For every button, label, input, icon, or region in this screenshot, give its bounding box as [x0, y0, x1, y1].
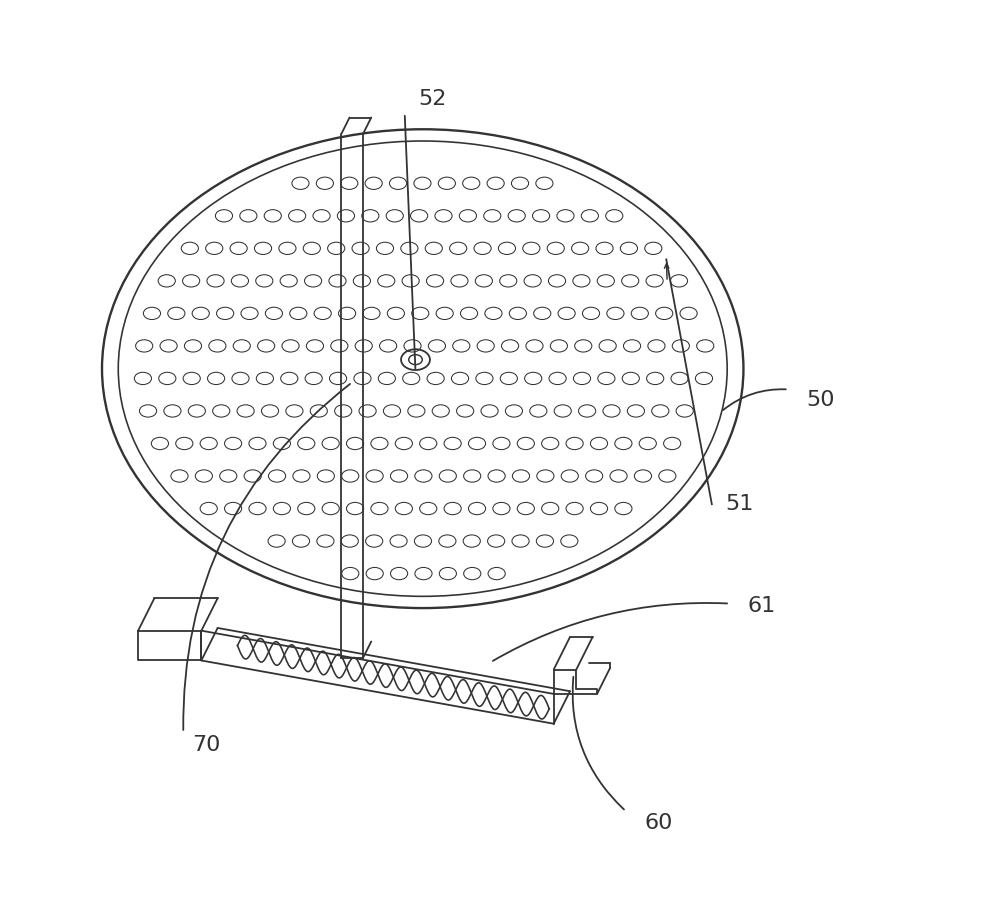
Text: 70: 70 [192, 735, 221, 755]
Text: 50: 50 [807, 390, 836, 410]
Text: 60: 60 [644, 814, 672, 834]
Text: 52: 52 [418, 89, 446, 109]
Text: 51: 51 [726, 494, 753, 514]
Text: 61: 61 [748, 596, 776, 616]
